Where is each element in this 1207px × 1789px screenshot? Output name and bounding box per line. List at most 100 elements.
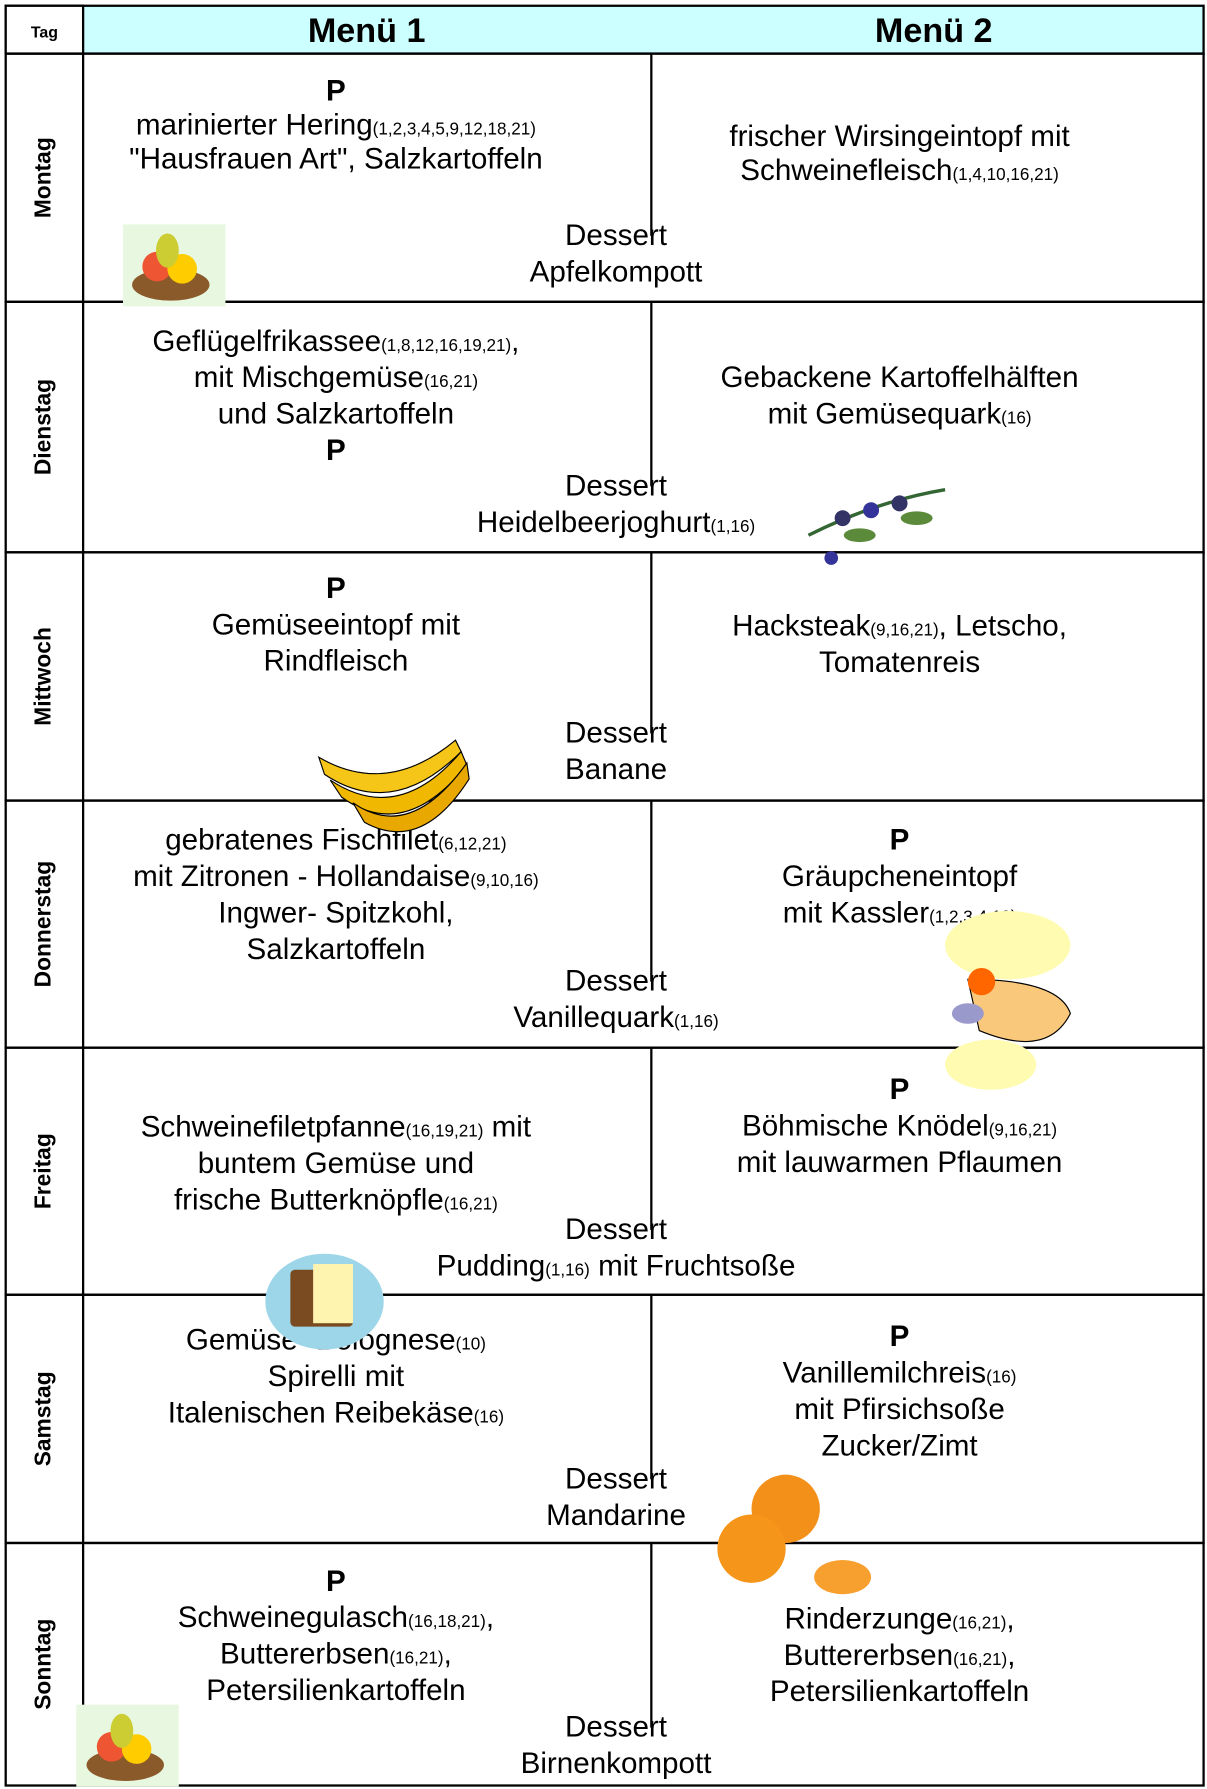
dessert-label: Dessert	[565, 469, 667, 502]
dish-text: Banane	[565, 753, 667, 786]
dish-text: ,	[1006, 1602, 1014, 1635]
dish-text: Böhmische Knödel	[742, 1109, 989, 1142]
allergens: (1,16)	[545, 1260, 590, 1279]
dish-line: P	[890, 824, 910, 857]
dish-line: Vanillequark(1,16)	[513, 1001, 718, 1034]
allergens: (16,21)	[424, 372, 478, 391]
allergens: (1,2,3,4,5,9,12,18,21)	[373, 119, 536, 138]
dish-text: Buttererbsen	[784, 1639, 953, 1672]
dish-line: Italenischen Reibekäse(16)	[168, 1396, 504, 1429]
dish-line: Petersilienkartoffeln	[206, 1674, 465, 1707]
day-name: Mittwoch	[29, 627, 55, 726]
dish-text: Apfelkompott	[530, 255, 703, 288]
dish-line: marinierter Hering(1,2,3,4,5,9,12,18,21)	[136, 108, 536, 141]
header-menu1: Menü 1	[308, 12, 426, 50]
dish-text: mit lauwarmen Pflaumen	[737, 1146, 1063, 1179]
dish-text: Geflügelfrikassee	[152, 325, 381, 358]
dish-line: Geflügelfrikassee(1,8,12,16,19,21),	[152, 325, 519, 358]
dish-text: P	[890, 1073, 910, 1106]
dish-text: marinierter Hering	[136, 108, 373, 141]
dish-line: Tomatenreis	[819, 646, 980, 679]
allergens: (1,4,10,16,21)	[952, 165, 1058, 184]
dish-line: Schweinefiletpfanne(16,19,21) mit	[141, 1110, 531, 1143]
dish-line: Schweinegulasch(16,18,21),	[178, 1601, 494, 1634]
dish-line: Gräupcheneintopf	[782, 860, 1018, 893]
dish-line: Pudding(1,16) mit Fruchtsoße	[437, 1249, 796, 1282]
allergens: (1,16)	[711, 517, 756, 536]
dish-text: mit Fruchtsoße	[590, 1249, 796, 1282]
dish-line: gebratenes Fischfilet(6,12,21)	[165, 824, 506, 857]
dessert-label: Dessert	[565, 965, 667, 998]
dish-line: Böhmische Knödel(9,16,21)	[742, 1109, 1057, 1142]
blueberries	[807, 488, 946, 565]
header-bg	[4, 4, 1205, 55]
dish-text: und Salzkartoffeln	[218, 398, 454, 431]
dish-text: frischer Wirsingeintopf mit	[729, 120, 1069, 153]
dish-line: mit Zitronen - Hollandaise(9,10,16)	[133, 860, 539, 893]
dish-text: mit Mischgemüse	[194, 361, 424, 394]
day-name: Samstag	[29, 1371, 55, 1466]
dish-text: Gemüseeintopf mit	[212, 608, 460, 641]
dish-line: P	[326, 74, 346, 107]
dish-text: ,	[1007, 1639, 1015, 1672]
dish-text: ,	[486, 1601, 494, 1634]
dish-text: Buttererbsen	[220, 1638, 389, 1671]
dish-line: Buttererbsen(16,21),	[220, 1638, 452, 1671]
dish-text: ,	[511, 325, 519, 358]
allergens: (16)	[1001, 409, 1031, 428]
dish-line: mit Mischgemüse(16,21)	[194, 361, 478, 394]
fruit-basket	[76, 1704, 179, 1787]
allergens: (6,12,21)	[438, 835, 506, 854]
day-name: Donnerstag	[29, 861, 55, 988]
dish-line: Spirelli mit	[268, 1360, 404, 1393]
allergens: (16,19,21)	[406, 1121, 484, 1140]
dish-line: P	[890, 1073, 910, 1106]
dish-line: Buttererbsen(16,21),	[784, 1639, 1016, 1672]
dish-line: Gemüseeintopf mit	[212, 608, 460, 641]
dish-text: P	[326, 572, 346, 605]
dish-line: Schweinefleisch(1,4,10,16,21)	[740, 154, 1059, 187]
allergens: (10)	[456, 1334, 486, 1353]
fruit-basket	[122, 224, 226, 307]
dish-text: ,	[444, 1638, 452, 1671]
dish-text: P	[890, 824, 910, 857]
mandarins	[717, 1474, 872, 1595]
dish-line: Salzkartoffeln	[247, 933, 426, 966]
dish-text: Zucker/Zimt	[821, 1429, 977, 1462]
allergens: (9,16,21)	[989, 1120, 1057, 1139]
day-row	[4, 1541, 1205, 1787]
dish-text: Birnenkompott	[521, 1747, 712, 1780]
dish-line: Apfelkompott	[530, 255, 703, 288]
header-day: Tag	[31, 25, 58, 42]
dish-text: Vanillequark	[513, 1001, 674, 1034]
day-name: Freitag	[29, 1133, 55, 1209]
header-menu2: Menü 2	[875, 12, 993, 50]
dish-text: "Hausfrauen Art", Salzkartoffeln	[129, 143, 543, 176]
dish-line: P	[326, 572, 346, 605]
dish-text: mit Zitronen - Hollandaise	[133, 860, 470, 893]
dish-line: Zucker/Zimt	[821, 1429, 977, 1462]
dish-text: mit	[483, 1110, 531, 1143]
dish-text: Rindfleisch	[264, 645, 409, 678]
dish-text: Petersilienkartoffeln	[770, 1675, 1029, 1708]
dish-line: Birnenkompott	[521, 1747, 712, 1780]
dish-line: und Salzkartoffeln	[218, 398, 454, 431]
dessert-label: Dessert	[565, 716, 667, 749]
dish-text: Heidelbeerjoghurt	[477, 506, 711, 539]
dish-text: buntem Gemüse und	[198, 1147, 474, 1180]
dessert-label: Dessert	[565, 1462, 667, 1495]
dish-text: Gebackene Kartoffelhälften	[720, 361, 1078, 394]
cornucopia	[945, 911, 1071, 1090]
dish-line: Vanillemilchreis(16)	[783, 1356, 1017, 1389]
dish-text: Tomatenreis	[819, 646, 980, 679]
dish-text: P	[326, 1565, 346, 1598]
dish-text: Hacksteak	[732, 609, 870, 642]
dish-text: Spirelli mit	[268, 1360, 404, 1393]
dish-line: Mandarine	[546, 1499, 686, 1532]
dish-text: Italenischen Reibekäse	[168, 1396, 474, 1429]
dish-line: mit Pfirsichsoße	[794, 1393, 1004, 1426]
dish-line: Petersilienkartoffeln	[770, 1675, 1029, 1708]
dish-text: Gräupcheneintopf	[782, 860, 1018, 893]
allergens: (16,21)	[953, 1650, 1007, 1669]
